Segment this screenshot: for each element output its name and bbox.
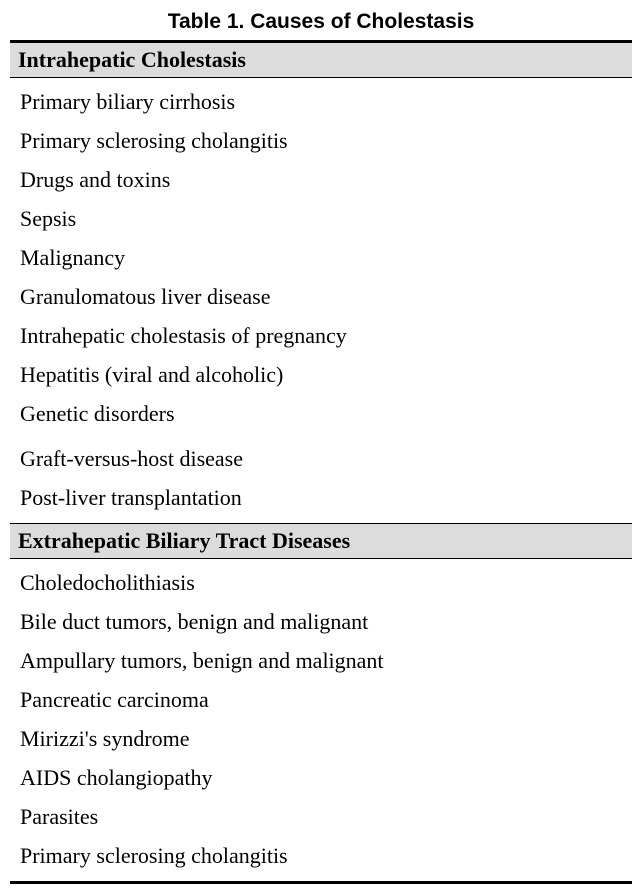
table-row: Choledocholithiasis <box>10 563 632 602</box>
table-title: Table 1. Causes of Cholestasis <box>10 10 632 40</box>
table-row: Intrahepatic cholestasis of pregnancy <box>10 316 632 355</box>
table-row: Granulomatous liver disease <box>10 277 632 316</box>
table-row: Ampullary tumors, benign and malignant <box>10 641 632 680</box>
section-body-intrahepatic: Primary biliary cirrhosis Primary sclero… <box>10 78 632 523</box>
table-row: AIDS cholangiopathy <box>10 758 632 797</box>
table-row: Pancreatic carcinoma <box>10 680 632 719</box>
table-row: Mirizzi's syndrome <box>10 719 632 758</box>
table-row: Graft-versus-host disease <box>10 439 632 478</box>
table: Intrahepatic Cholestasis Primary biliary… <box>10 40 632 884</box>
table-row: Hepatitis (viral and alcoholic) <box>10 355 632 394</box>
table-row: Genetic disorders <box>10 394 632 433</box>
table-row: Drugs and toxins <box>10 160 632 199</box>
section-header-intrahepatic: Intrahepatic Cholestasis <box>10 43 632 78</box>
table-container: Table 1. Causes of Cholestasis Intrahepa… <box>10 10 632 884</box>
table-row: Primary sclerosing cholangitis <box>10 836 632 875</box>
section-header-extrahepatic: Extrahepatic Biliary Tract Diseases <box>10 523 632 559</box>
table-row: Primary biliary cirrhosis <box>10 82 632 121</box>
table-row: Sepsis <box>10 199 632 238</box>
table-row: Malignancy <box>10 238 632 277</box>
table-row: Bile duct tumors, benign and malignant <box>10 602 632 641</box>
table-row: Parasites <box>10 797 632 836</box>
table-row: Primary sclerosing cholangitis <box>10 121 632 160</box>
table-row: Post-liver transplantation <box>10 478 632 517</box>
section-body-extrahepatic: Choledocholithiasis Bile duct tumors, be… <box>10 559 632 881</box>
